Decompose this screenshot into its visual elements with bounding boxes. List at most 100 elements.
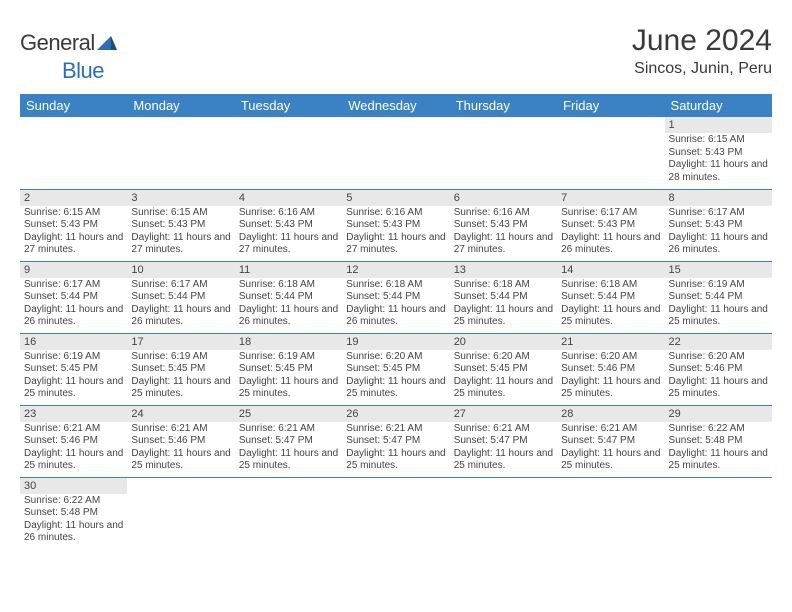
sunset-text: Sunset: 5:43 PM — [24, 219, 123, 232]
sunrise-text: Sunrise: 6:15 AM — [24, 207, 123, 220]
sunrise-text: Sunrise: 6:16 AM — [239, 207, 338, 220]
calendar-cell — [127, 477, 234, 549]
calendar-row: 2Sunrise: 6:15 AMSunset: 5:43 PMDaylight… — [20, 189, 772, 261]
sunset-text: Sunset: 5:46 PM — [561, 363, 660, 376]
calendar-cell: 23Sunrise: 6:21 AMSunset: 5:46 PMDayligh… — [20, 405, 127, 477]
calendar-cell — [235, 117, 342, 189]
calendar-cell: 19Sunrise: 6:20 AMSunset: 5:45 PMDayligh… — [342, 333, 449, 405]
calendar-cell: 24Sunrise: 6:21 AMSunset: 5:46 PMDayligh… — [127, 405, 234, 477]
sunset-text: Sunset: 5:44 PM — [346, 291, 445, 304]
sun-info: Sunrise: 6:20 AMSunset: 5:45 PMDaylight:… — [342, 350, 449, 401]
sunset-text: Sunset: 5:45 PM — [131, 363, 230, 376]
calendar-cell — [127, 117, 234, 189]
calendar-cell — [235, 477, 342, 549]
calendar-cell: 4Sunrise: 6:16 AMSunset: 5:43 PMDaylight… — [235, 189, 342, 261]
day-header: Friday — [557, 94, 664, 117]
daylight-text: Daylight: 11 hours and 25 minutes. — [239, 376, 338, 401]
sun-info: Sunrise: 6:17 AMSunset: 5:43 PMDaylight:… — [665, 206, 772, 257]
sunrise-text: Sunrise: 6:15 AM — [669, 134, 768, 147]
sunrise-text: Sunrise: 6:21 AM — [239, 423, 338, 436]
sun-info: Sunrise: 6:18 AMSunset: 5:44 PMDaylight:… — [342, 278, 449, 329]
sunset-text: Sunset: 5:44 PM — [131, 291, 230, 304]
sunset-text: Sunset: 5:46 PM — [24, 435, 123, 448]
daylight-text: Daylight: 11 hours and 27 minutes. — [131, 232, 230, 257]
calendar-cell: 2Sunrise: 6:15 AMSunset: 5:43 PMDaylight… — [20, 189, 127, 261]
sun-info: Sunrise: 6:18 AMSunset: 5:44 PMDaylight:… — [557, 278, 664, 329]
day-number: 29 — [665, 406, 772, 422]
daylight-text: Daylight: 11 hours and 25 minutes. — [239, 448, 338, 473]
calendar-cell: 26Sunrise: 6:21 AMSunset: 5:47 PMDayligh… — [342, 405, 449, 477]
day-number — [450, 478, 557, 480]
day-number: 7 — [557, 190, 664, 206]
sun-info: Sunrise: 6:19 AMSunset: 5:45 PMDaylight:… — [127, 350, 234, 401]
calendar-cell: 6Sunrise: 6:16 AMSunset: 5:43 PMDaylight… — [450, 189, 557, 261]
sun-info: Sunrise: 6:20 AMSunset: 5:46 PMDaylight:… — [665, 350, 772, 401]
sunset-text: Sunset: 5:44 PM — [454, 291, 553, 304]
daylight-text: Daylight: 11 hours and 27 minutes. — [24, 232, 123, 257]
sunset-text: Sunset: 5:47 PM — [454, 435, 553, 448]
sunset-text: Sunset: 5:45 PM — [239, 363, 338, 376]
daylight-text: Daylight: 11 hours and 25 minutes. — [454, 448, 553, 473]
sun-info: Sunrise: 6:21 AMSunset: 5:46 PMDaylight:… — [127, 422, 234, 473]
sun-info: Sunrise: 6:17 AMSunset: 5:44 PMDaylight:… — [127, 278, 234, 329]
calendar-cell — [665, 477, 772, 549]
daylight-text: Daylight: 11 hours and 25 minutes. — [131, 448, 230, 473]
day-number — [235, 117, 342, 119]
day-number: 6 — [450, 190, 557, 206]
day-header: Thursday — [450, 94, 557, 117]
calendar-cell: 12Sunrise: 6:18 AMSunset: 5:44 PMDayligh… — [342, 261, 449, 333]
sunset-text: Sunset: 5:44 PM — [561, 291, 660, 304]
calendar-cell: 16Sunrise: 6:19 AMSunset: 5:45 PMDayligh… — [20, 333, 127, 405]
calendar-cell — [450, 117, 557, 189]
calendar-table: Sunday Monday Tuesday Wednesday Thursday… — [20, 94, 772, 549]
sun-info: Sunrise: 6:15 AMSunset: 5:43 PMDaylight:… — [665, 133, 772, 184]
day-number — [127, 117, 234, 119]
day-number: 27 — [450, 406, 557, 422]
sail-icon — [97, 30, 117, 56]
sunset-text: Sunset: 5:45 PM — [346, 363, 445, 376]
sun-info: Sunrise: 6:21 AMSunset: 5:47 PMDaylight:… — [557, 422, 664, 473]
month-title: June 2024 — [632, 24, 772, 58]
sunset-text: Sunset: 5:43 PM — [454, 219, 553, 232]
daylight-text: Daylight: 11 hours and 26 minutes. — [239, 304, 338, 329]
calendar-cell: 30Sunrise: 6:22 AMSunset: 5:48 PMDayligh… — [20, 477, 127, 549]
day-header: Saturday — [665, 94, 772, 117]
day-number: 26 — [342, 406, 449, 422]
sunrise-text: Sunrise: 6:19 AM — [239, 351, 338, 364]
calendar-cell — [557, 117, 664, 189]
calendar-cell: 20Sunrise: 6:20 AMSunset: 5:45 PMDayligh… — [450, 333, 557, 405]
day-number: 25 — [235, 406, 342, 422]
day-number — [342, 117, 449, 119]
calendar-cell: 18Sunrise: 6:19 AMSunset: 5:45 PMDayligh… — [235, 333, 342, 405]
daylight-text: Daylight: 11 hours and 26 minutes. — [24, 304, 123, 329]
sunset-text: Sunset: 5:47 PM — [561, 435, 660, 448]
day-header: Wednesday — [342, 94, 449, 117]
sunrise-text: Sunrise: 6:20 AM — [561, 351, 660, 364]
sunset-text: Sunset: 5:43 PM — [669, 219, 768, 232]
sunset-text: Sunset: 5:48 PM — [24, 507, 123, 520]
sun-info: Sunrise: 6:22 AMSunset: 5:48 PMDaylight:… — [20, 494, 127, 545]
sunrise-text: Sunrise: 6:20 AM — [454, 351, 553, 364]
calendar-cell: 9Sunrise: 6:17 AMSunset: 5:44 PMDaylight… — [20, 261, 127, 333]
sunset-text: Sunset: 5:46 PM — [131, 435, 230, 448]
day-number: 8 — [665, 190, 772, 206]
title-block: June 2024 Sincos, Junin, Peru — [632, 24, 772, 78]
sunset-text: Sunset: 5:43 PM — [561, 219, 660, 232]
daylight-text: Daylight: 11 hours and 27 minutes. — [454, 232, 553, 257]
sunrise-text: Sunrise: 6:21 AM — [454, 423, 553, 436]
day-header-row: Sunday Monday Tuesday Wednesday Thursday… — [20, 94, 772, 117]
day-header: Monday — [127, 94, 234, 117]
daylight-text: Daylight: 11 hours and 28 minutes. — [669, 159, 768, 184]
sunset-text: Sunset: 5:47 PM — [239, 435, 338, 448]
calendar-cell — [342, 477, 449, 549]
sun-info: Sunrise: 6:17 AMSunset: 5:44 PMDaylight:… — [20, 278, 127, 329]
brand-logo: GeneralBlue — [20, 30, 117, 84]
day-number: 22 — [665, 334, 772, 350]
calendar-cell — [557, 477, 664, 549]
sun-info: Sunrise: 6:21 AMSunset: 5:47 PMDaylight:… — [450, 422, 557, 473]
sunset-text: Sunset: 5:47 PM — [346, 435, 445, 448]
daylight-text: Daylight: 11 hours and 25 minutes. — [24, 448, 123, 473]
daylight-text: Daylight: 11 hours and 25 minutes. — [561, 448, 660, 473]
sunrise-text: Sunrise: 6:18 AM — [454, 279, 553, 292]
sunset-text: Sunset: 5:45 PM — [24, 363, 123, 376]
